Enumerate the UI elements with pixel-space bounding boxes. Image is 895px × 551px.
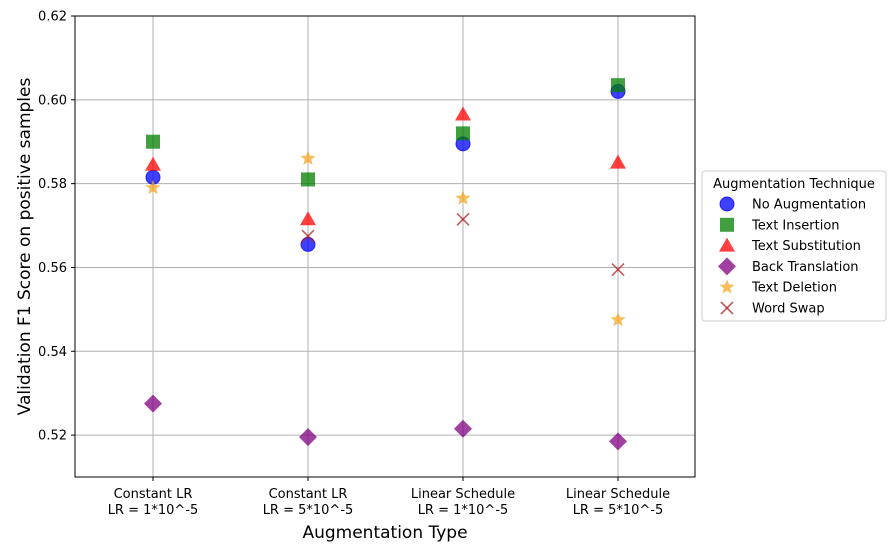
legend-marker-text-deletion [719,279,735,294]
point-no-augmentation [300,236,316,252]
point-word-swap [456,212,470,226]
legend-box [701,170,887,322]
point-text-insertion [146,134,160,149]
point-back-translation [454,419,472,438]
x-tick-label: Constant LR [114,487,193,502]
point-text-deletion [610,311,626,327]
x-tick-label: LR = 1*10^-5 [418,503,509,518]
point-text-insertion [611,78,625,93]
y-tick-label: 0.58 [38,177,67,192]
data-points [144,78,627,451]
y-tick-label: 0.54 [38,345,67,360]
legend-marker-no-augmentation [719,196,735,212]
legend-label-text-insertion: Text Insertion [751,218,840,233]
legend-marker-text-insertion [720,217,734,232]
legend: Augmentation Technique No Augmentation Te… [701,170,887,322]
legend-title: Augmentation Technique [713,177,875,192]
legend-label-text-substitution: Text Substitution [751,239,861,254]
legend-label-text-deletion: Text Deletion [751,281,837,296]
point-text-deletion [145,179,161,195]
x-tick-label: Linear Schedule [566,487,670,502]
y-axis-ticks: 0.52 0.54 0.56 0.58 0.60 0.62 [38,10,75,444]
legend-label-back-translation: Back Translation [752,260,859,275]
legend-label-no-augmentation: No Augmentation [752,198,866,213]
y-axis-label: Validation F1 Score on positive samples [15,78,35,416]
x-tick-label: LR = 1*10^-5 [108,503,199,518]
point-back-translation [144,394,162,413]
legend-marker-text-substitution [719,237,735,252]
point-text-deletion [300,150,316,165]
x-tick-label: LR = 5*10^-5 [573,503,664,518]
point-back-translation [299,428,317,447]
legend-marker-word-swap [720,301,734,315]
point-text-insertion [456,126,470,141]
x-tick-label: LR = 5*10^-5 [263,503,354,518]
point-text-insertion [301,172,315,187]
y-tick-label: 0.62 [38,10,67,25]
x-axis-label: Augmentation Type [302,523,467,543]
point-word-swap [611,262,625,277]
point-text-substitution [610,154,626,169]
point-back-translation [609,432,627,451]
y-tick-label: 0.56 [38,261,67,276]
legend-marker-back-translation [718,257,736,276]
point-word-swap [301,229,315,243]
point-text-substitution [300,211,316,226]
point-text-substitution [145,156,161,171]
point-text-deletion [455,190,471,205]
plot-frame [74,15,696,478]
y-tick-label: 0.52 [38,429,67,444]
y-tick-label: 0.60 [38,93,67,108]
legend-label-word-swap: Word Swap [752,302,825,317]
point-text-substitution [455,106,471,121]
x-tick-label: Constant LR [269,487,348,502]
x-tick-label: Linear Schedule [411,487,515,502]
grid-lines [75,15,695,477]
